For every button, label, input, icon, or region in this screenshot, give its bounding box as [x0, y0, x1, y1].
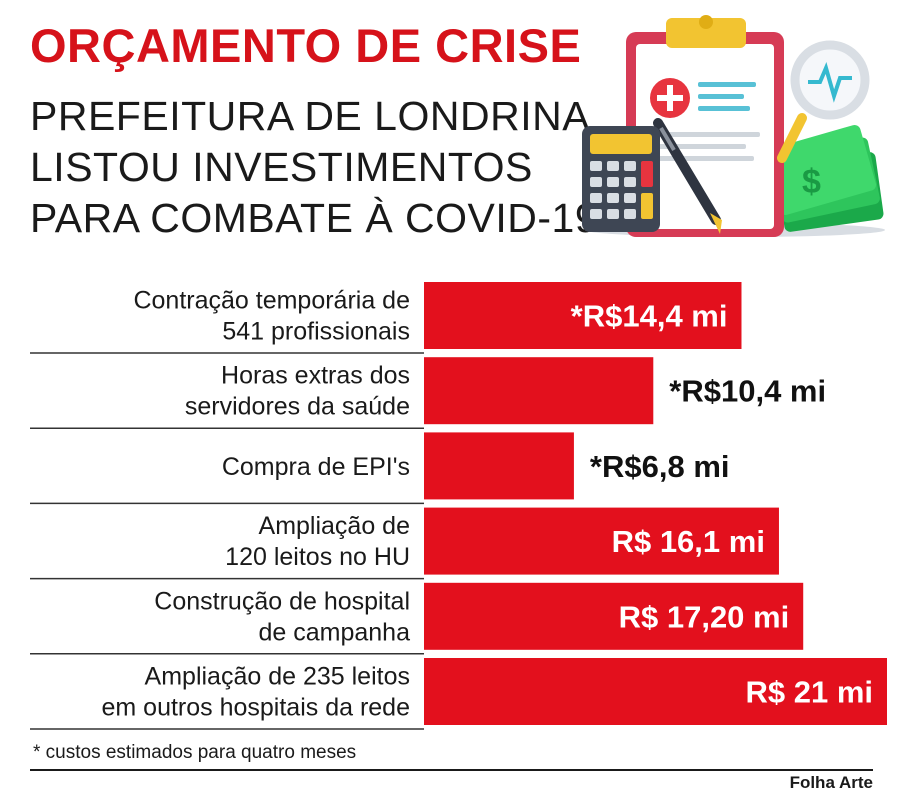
bar — [424, 507, 779, 575]
category-label: Contração temporária de 541 profissionais — [133, 287, 410, 346]
magnifier-icon — [777, 40, 870, 163]
value-label: *R$6,8 mi — [590, 449, 730, 484]
category-label: Horas extras dos servidores da saúde — [185, 362, 410, 421]
category-label: Construção de hospital de campanha — [154, 587, 410, 646]
value-label: R$ 16,1 mi — [612, 524, 765, 559]
bar-chart: Contração temporária de 541 profissionais… — [30, 282, 887, 730]
value-label: *R$10,4 mi — [669, 374, 826, 409]
subtitle-line-1: PREFEITURA DE LONDRINA — [30, 93, 591, 139]
bar — [424, 357, 654, 425]
subtitle-line-2: LISTOU INVESTIMENTOS — [30, 144, 533, 190]
footer-divider — [30, 769, 873, 771]
calculator-icon — [582, 126, 660, 232]
chart-title: ORÇAMENTO DE CRISE — [30, 19, 582, 72]
category-label: Compra de EPI's — [222, 453, 410, 481]
bar — [424, 582, 804, 650]
subtitle-line-3: PARA COMBATE À COVID-19 — [30, 195, 599, 241]
category-label: Ampliação de 235 leitos em outros hospita… — [101, 663, 410, 722]
illustration: $ — [582, 15, 885, 237]
heartbeat-icon — [808, 62, 852, 103]
category-label: Ampliação de 120 leitos no HU — [225, 512, 410, 571]
bar — [424, 282, 742, 349]
value-label: R$ 17,20 mi — [619, 599, 790, 634]
bar — [424, 432, 574, 500]
svg-text:$: $ — [802, 163, 821, 201]
pen-icon — [653, 118, 722, 234]
value-label: R$ 21 mi — [745, 675, 873, 710]
credit: Folha Arte — [789, 773, 873, 792]
bar — [424, 658, 887, 725]
value-label: *R$14,4 mi — [571, 299, 728, 334]
footnote: * custos estimados para quatro meses — [33, 742, 357, 763]
